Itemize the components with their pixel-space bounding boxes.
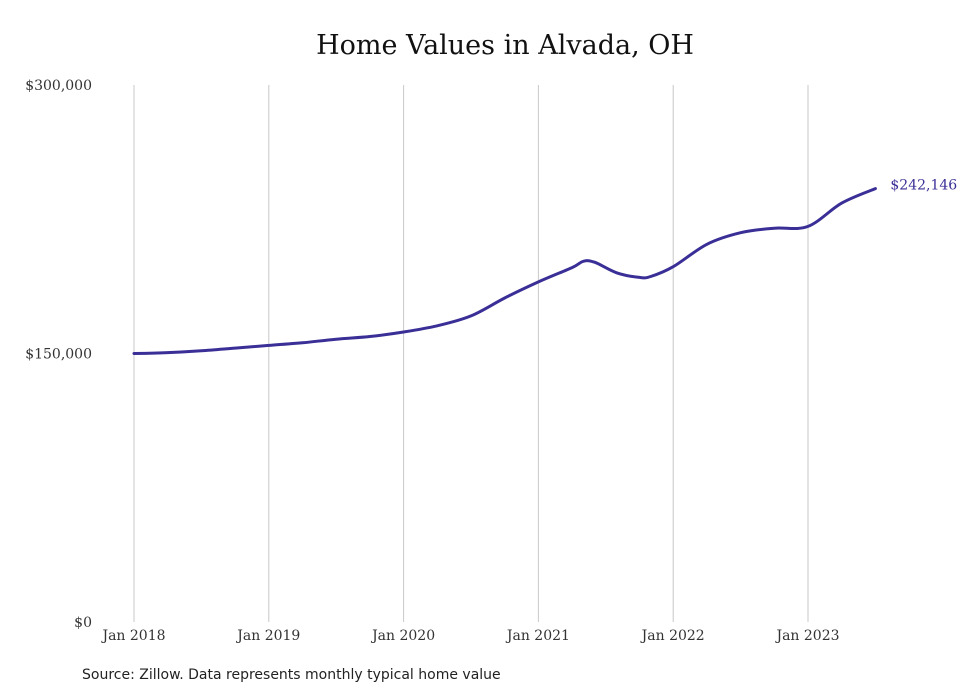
source-note: Source: Zillow. Data represents monthly … [82, 667, 501, 683]
y-tick-label: $0 [74, 615, 92, 631]
x-tick-label: Jan 2023 [774, 628, 839, 644]
x-tick-label: Jan 2021 [505, 628, 570, 644]
x-tick-label: Jan 2020 [370, 628, 435, 644]
x-tick-label: Jan 2022 [640, 628, 705, 644]
y-tick-label: $150,000 [25, 347, 92, 363]
series-line [132, 187, 877, 355]
x-tick-label: Jan 2019 [235, 628, 300, 644]
end-value-label: $242,146 [890, 178, 957, 194]
x-tick-label: Jan 2018 [100, 628, 165, 644]
chart-title: Home Values in Alvada, OH [316, 30, 694, 61]
y-tick-label: $300,000 [25, 78, 92, 94]
